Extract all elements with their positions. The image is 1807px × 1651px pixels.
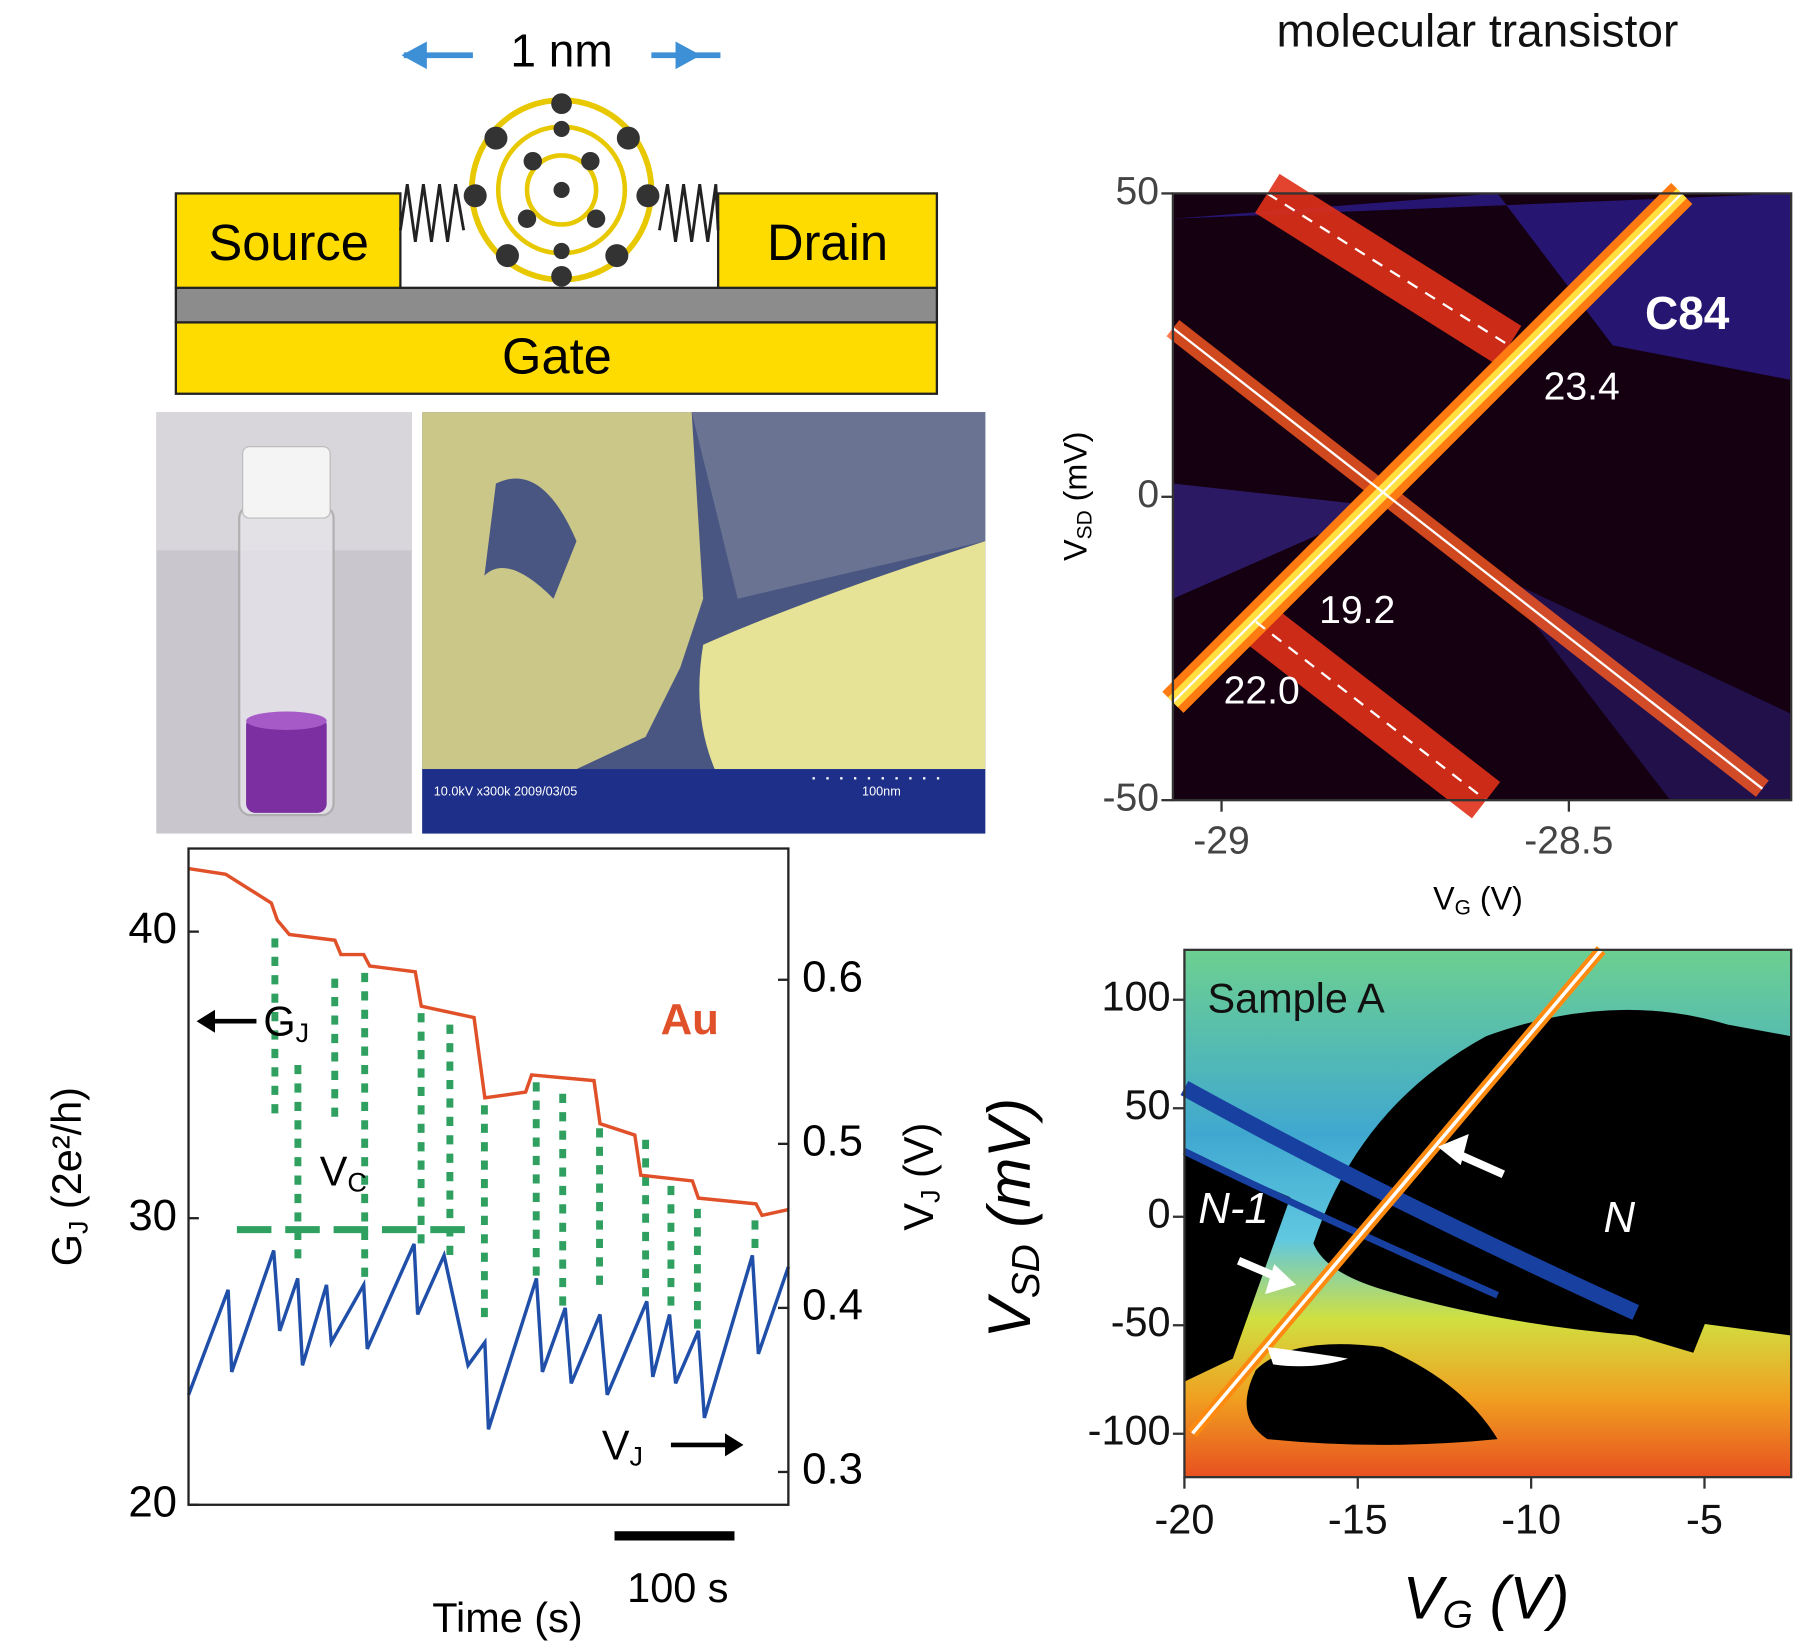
- y2-tick-label: 0.3: [802, 1445, 863, 1494]
- y-tick-label: 20: [128, 1477, 177, 1526]
- drain-label: Drain: [767, 214, 888, 271]
- y-axis-label: VSD (mV): [976, 1098, 1048, 1338]
- g-label: GJ: [263, 998, 309, 1049]
- trace-line: [188, 866, 789, 1218]
- material-label: Au: [661, 995, 719, 1044]
- g-label-main: G: [263, 998, 295, 1045]
- x-axis-label: Time (s): [432, 1594, 582, 1641]
- y-tick-label: 40: [128, 904, 177, 953]
- v-label-sub: J: [629, 1442, 642, 1472]
- x-axis-label-main: V: [1433, 880, 1455, 916]
- y-axis-label: GJ (2e²/h): [43, 1087, 94, 1266]
- y-tick-label: 50: [1116, 170, 1160, 213]
- x-axis-label-sub: G: [1455, 896, 1471, 919]
- scale-bar-label: 100 s: [627, 1564, 728, 1611]
- vc-label-sub: C: [347, 1168, 366, 1198]
- arrow-head: [196, 1009, 216, 1033]
- x-tick-label: -29: [1193, 820, 1250, 863]
- vial-photo: [156, 412, 412, 834]
- x-tick-label: -10: [1501, 1496, 1561, 1543]
- y-tick-label: 0: [1137, 473, 1159, 516]
- v-label-main: V: [602, 1421, 630, 1468]
- map1-image: [1162, 173, 1792, 819]
- source-label: Source: [208, 214, 368, 271]
- region-label: N-1: [1198, 1184, 1269, 1233]
- annotation: 23.4: [1544, 365, 1620, 408]
- x-axis-label-sub: G: [1443, 1594, 1473, 1637]
- y2-axis-label-sub: J: [915, 1189, 945, 1202]
- x-tick-label: -15: [1328, 1496, 1388, 1543]
- x-tick-label: -28.5: [1524, 820, 1613, 863]
- x-tick-label: -5: [1686, 1496, 1723, 1543]
- y-tick-label: 100: [1101, 973, 1170, 1020]
- y2-tick-label: 0.4: [802, 1280, 863, 1329]
- y-tick-label: -100: [1088, 1407, 1171, 1454]
- y-axis-label-rest: (mV): [976, 1098, 1043, 1244]
- x-axis-label-rest: (V): [1473, 1564, 1569, 1631]
- g-label-sub: J: [296, 1018, 309, 1048]
- trace-markers: [236, 938, 759, 1330]
- vc-label: VC: [320, 1147, 367, 1198]
- region-label: N: [1604, 1193, 1636, 1242]
- title: molecular transistor: [1277, 5, 1679, 57]
- x-axis-label: VG (V): [1403, 1564, 1570, 1636]
- y2-axis-label-main: V: [895, 1203, 942, 1231]
- y-axis-label-main: V: [976, 1293, 1043, 1338]
- y-axis-label-sub: J: [63, 1221, 93, 1234]
- y-axis-label-rest: (2e²/h): [43, 1087, 90, 1221]
- map2-image: [1180, 946, 1792, 1478]
- y2-axis-label-rest: (V): [895, 1123, 942, 1190]
- sem-scale: 100nm: [862, 784, 901, 798]
- y2-tick-label: 0.5: [802, 1116, 863, 1165]
- y-tick-label: 30: [128, 1191, 177, 1240]
- v-label: VJ: [602, 1421, 643, 1472]
- plot-frame: [187, 847, 790, 1506]
- y-axis-label-sub: SD: [1073, 510, 1096, 539]
- gate-label: Gate: [502, 328, 612, 385]
- device-diagram: 1 nm Source Drain Gate: [174, 24, 939, 395]
- y-axis-label-main: G: [43, 1234, 90, 1266]
- x-axis-label-main: V: [1403, 1564, 1448, 1631]
- y-tick-label: 0: [1148, 1190, 1171, 1237]
- x-axis-label-rest: (V): [1471, 880, 1523, 916]
- arrow-head: [725, 1433, 744, 1457]
- vc-label-main: V: [320, 1147, 348, 1194]
- y2-axis-label: VJ (V): [895, 1123, 946, 1231]
- y-axis-label-sub: SD: [1005, 1244, 1048, 1298]
- y-tick-label: -50: [1111, 1298, 1171, 1345]
- y-tick-label: -50: [1103, 777, 1160, 820]
- scale-label: 1 nm: [510, 24, 612, 76]
- y-axis-label-rest: (mV): [1057, 432, 1093, 511]
- x-axis-label: VG (V): [1433, 880, 1523, 919]
- annotation: 22.0: [1224, 669, 1300, 712]
- y-tick-label: 50: [1125, 1081, 1171, 1128]
- plot-frame: [1183, 948, 1793, 1479]
- sem-caption: 10.0kV x300k 2009/03/05: [434, 784, 578, 798]
- y-axis-label-main: V: [1057, 539, 1093, 561]
- y-axis-label: VSD (mV): [1057, 432, 1096, 561]
- annotation: 19.2: [1319, 589, 1395, 632]
- y2-tick-label: 0.6: [802, 952, 863, 1001]
- map-label: Sample A: [1207, 975, 1385, 1022]
- map-label: C84: [1645, 287, 1730, 339]
- sem-image: 10.0kV x300k 2009/03/05 100nm: [422, 412, 986, 834]
- x-tick-label: -20: [1154, 1496, 1214, 1543]
- trace-line: [186, 1243, 791, 1430]
